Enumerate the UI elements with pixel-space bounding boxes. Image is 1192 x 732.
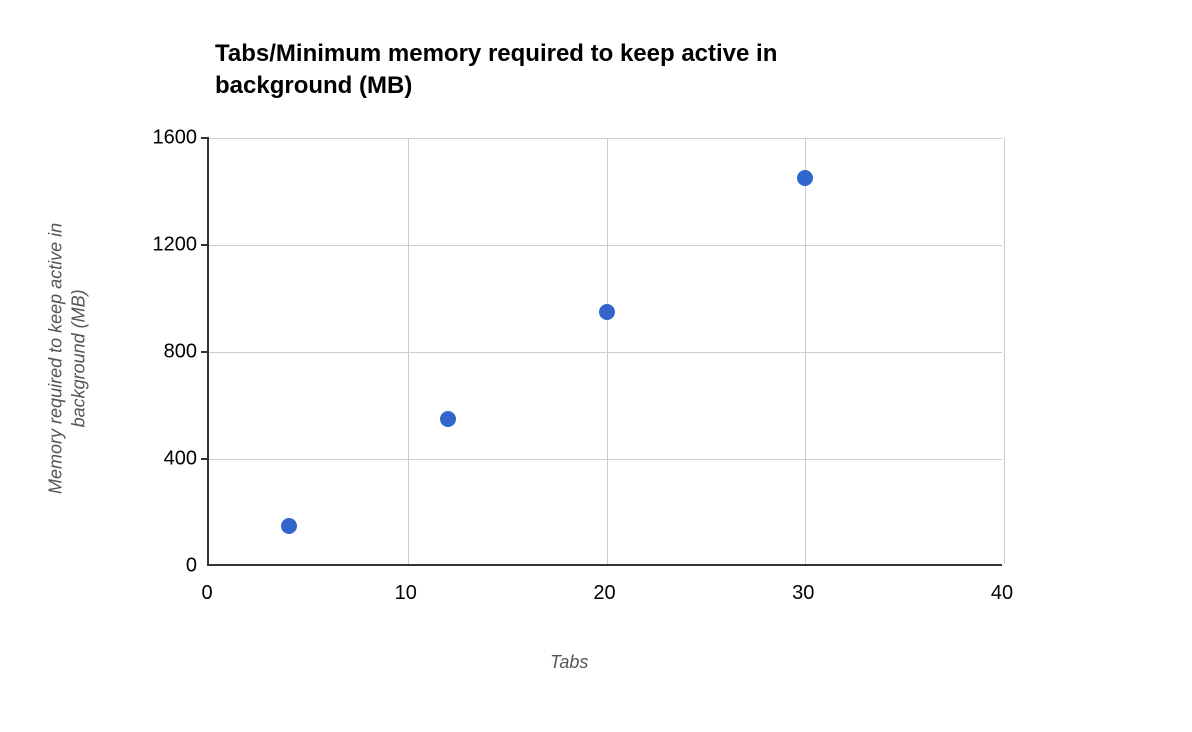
gridline-horizontal <box>209 138 1002 139</box>
x-axis-title: Tabs <box>550 652 588 673</box>
y-tick-label: 400 <box>152 448 197 471</box>
y-tick-label: 1600 <box>152 127 197 150</box>
plot-area <box>207 138 1002 566</box>
y-tick-mark <box>201 137 209 139</box>
gridline-horizontal <box>209 245 1002 246</box>
gridline-vertical <box>805 138 806 564</box>
y-tick-mark <box>201 351 209 353</box>
y-tick-label: 800 <box>152 341 197 364</box>
data-point <box>797 170 813 186</box>
gridline-vertical <box>408 138 409 564</box>
chart-title: Tabs/Minimum memory required to keep act… <box>215 38 915 103</box>
x-tick-label: 0 <box>201 582 212 605</box>
y-tick-mark <box>201 244 209 246</box>
gridline-horizontal <box>209 352 1002 353</box>
x-tick-label: 30 <box>792 582 814 605</box>
data-point <box>599 304 615 320</box>
gridline-vertical <box>607 138 608 564</box>
y-tick-label: 0 <box>152 555 197 578</box>
gridline-vertical <box>1004 138 1005 564</box>
y-axis-title: Memory required to keep active in backgr… <box>45 178 92 538</box>
x-tick-label: 40 <box>991 582 1013 605</box>
y-tick-label: 1200 <box>152 234 197 257</box>
data-point <box>281 518 297 534</box>
x-tick-label: 20 <box>593 582 615 605</box>
y-tick-mark <box>201 458 209 460</box>
chart-container: Tabs/Minimum memory required to keep act… <box>0 0 1192 732</box>
data-point <box>440 411 456 427</box>
x-tick-label: 10 <box>395 582 417 605</box>
gridline-horizontal <box>209 459 1002 460</box>
